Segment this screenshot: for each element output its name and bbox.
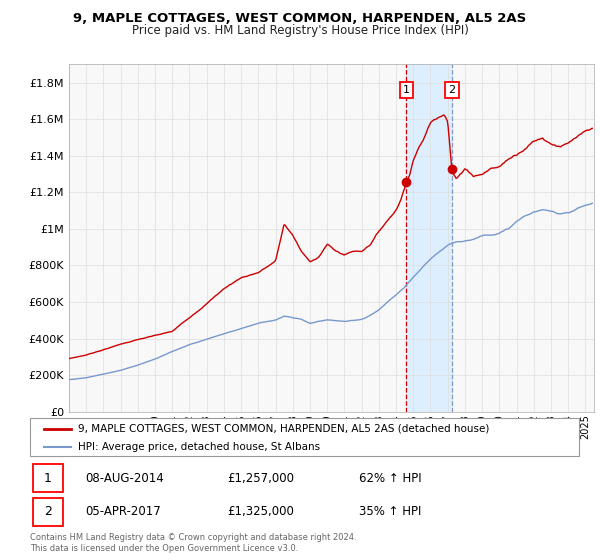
- Text: 08-AUG-2014: 08-AUG-2014: [85, 472, 164, 485]
- Text: HPI: Average price, detached house, St Albans: HPI: Average price, detached house, St A…: [79, 442, 320, 452]
- Text: 62% ↑ HPI: 62% ↑ HPI: [359, 472, 422, 485]
- Text: 2: 2: [44, 505, 52, 519]
- FancyBboxPatch shape: [33, 464, 63, 492]
- Text: 1: 1: [403, 85, 410, 95]
- Bar: [406, 64, 452, 412]
- Text: £1,325,000: £1,325,000: [227, 505, 295, 519]
- Text: 9, MAPLE COTTAGES, WEST COMMON, HARPENDEN, AL5 2AS: 9, MAPLE COTTAGES, WEST COMMON, HARPENDE…: [73, 12, 527, 25]
- Text: £1,257,000: £1,257,000: [227, 472, 295, 485]
- Text: 35% ↑ HPI: 35% ↑ HPI: [359, 505, 422, 519]
- Text: 1: 1: [44, 472, 52, 485]
- Text: Contains HM Land Registry data © Crown copyright and database right 2024.
This d: Contains HM Land Registry data © Crown c…: [30, 533, 356, 553]
- Text: Price paid vs. HM Land Registry's House Price Index (HPI): Price paid vs. HM Land Registry's House …: [131, 24, 469, 36]
- FancyBboxPatch shape: [30, 418, 579, 456]
- Text: 05-APR-2017: 05-APR-2017: [85, 505, 161, 519]
- Text: 9, MAPLE COTTAGES, WEST COMMON, HARPENDEN, AL5 2AS (detached house): 9, MAPLE COTTAGES, WEST COMMON, HARPENDE…: [79, 424, 490, 434]
- FancyBboxPatch shape: [33, 498, 63, 526]
- Text: 2: 2: [448, 85, 455, 95]
